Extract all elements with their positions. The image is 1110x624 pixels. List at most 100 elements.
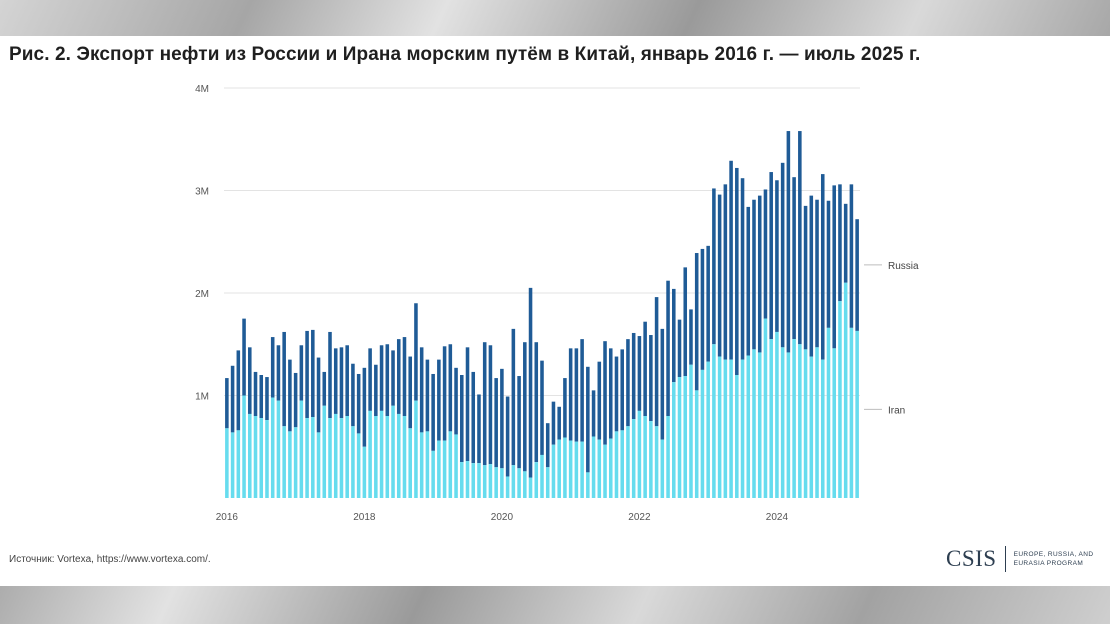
bar-iran xyxy=(666,416,670,498)
bar-iran xyxy=(276,400,281,498)
x-tick-label: 2022 xyxy=(628,512,651,523)
bar-iran xyxy=(838,301,842,498)
bar-iran xyxy=(351,426,355,498)
bar-russia xyxy=(820,174,825,360)
bar-iran xyxy=(396,413,401,498)
bar-russia xyxy=(442,346,447,441)
bar-iran xyxy=(437,440,441,498)
bar-iran xyxy=(454,434,458,498)
bar-russia xyxy=(460,375,464,463)
y-tick-label: 1M xyxy=(195,392,209,403)
bar-iran xyxy=(253,416,258,498)
bar-iran xyxy=(460,462,464,498)
bar-russia xyxy=(786,131,791,353)
bar-russia xyxy=(608,348,613,439)
bar-russia xyxy=(706,245,710,362)
bar-russia xyxy=(454,367,458,435)
bar-iran xyxy=(689,364,693,498)
bar-iran xyxy=(408,428,412,498)
bar-iran xyxy=(402,416,407,498)
bar-iran xyxy=(798,344,802,498)
bar-russia xyxy=(368,348,372,411)
bar-russia xyxy=(437,359,441,441)
bar-iran xyxy=(608,438,613,498)
bar-iran xyxy=(282,426,286,498)
y-tick-label: 3M xyxy=(195,187,209,198)
bar-russia xyxy=(505,396,510,477)
bar-iran xyxy=(242,395,246,498)
bar-iran xyxy=(809,356,814,498)
bar-russia xyxy=(826,200,831,328)
bar-russia xyxy=(534,342,539,463)
bar-iran xyxy=(626,426,630,498)
bar-iran xyxy=(769,339,773,498)
bar-russia xyxy=(408,356,412,429)
bar-iran xyxy=(815,347,819,498)
bar-russia xyxy=(356,373,361,434)
bar-iran xyxy=(265,420,269,498)
bar-iran xyxy=(763,318,768,498)
bar-russia xyxy=(717,194,722,357)
bar-russia xyxy=(746,206,751,356)
bar-russia xyxy=(586,366,590,473)
bar-russia xyxy=(511,328,516,466)
bar-iran xyxy=(270,397,275,498)
bar-russia xyxy=(712,188,716,345)
bar-russia xyxy=(620,349,624,431)
bar-russia xyxy=(677,319,682,378)
bar-iran xyxy=(568,440,573,498)
bar-iran xyxy=(356,433,361,498)
y-axis: 1M 2M 3M 4M xyxy=(195,84,209,403)
x-tick-label: 2016 xyxy=(216,512,239,523)
bar-russia xyxy=(362,367,367,447)
bar-russia xyxy=(614,356,619,432)
bar-russia xyxy=(654,297,659,427)
bar-iran xyxy=(563,437,567,498)
bar-iran xyxy=(660,439,665,498)
bar-russia xyxy=(328,331,332,419)
bar-iran xyxy=(700,369,705,498)
bar-iran xyxy=(236,430,241,498)
bar-russia xyxy=(780,162,785,348)
bar-russia xyxy=(597,361,602,440)
bar-iran xyxy=(849,327,854,498)
bar-russia xyxy=(792,177,796,340)
bar-russia xyxy=(557,406,561,440)
bar-russia xyxy=(517,376,521,469)
bar-russia xyxy=(402,337,407,416)
bar-iran xyxy=(757,352,762,498)
bar-iran xyxy=(740,359,745,498)
bar-russia xyxy=(855,219,859,331)
bar-iran xyxy=(643,416,647,498)
bar-iran xyxy=(482,465,487,498)
bar-iran xyxy=(631,419,636,498)
bar-russia xyxy=(694,253,699,391)
bar-russia xyxy=(763,189,768,319)
bar-russia xyxy=(322,371,327,406)
bar-russia xyxy=(333,348,338,414)
bar-russia xyxy=(345,345,349,416)
slide: Рис. 2. Экспорт нефти из России и Ирана … xyxy=(0,36,1110,586)
bar-russia xyxy=(471,371,476,464)
bar-russia xyxy=(494,378,498,468)
bar-russia xyxy=(276,345,281,401)
bar-iran xyxy=(374,416,378,498)
bar-russia xyxy=(723,184,728,360)
bar-russia xyxy=(769,172,773,340)
bar-russia xyxy=(849,184,854,328)
bar-iran xyxy=(511,465,516,498)
bar-iran xyxy=(379,410,384,498)
bar-iran xyxy=(299,400,304,498)
bar-russia xyxy=(374,364,378,416)
bar-iran xyxy=(391,405,395,498)
bar-iran xyxy=(775,331,779,498)
bar-russia xyxy=(465,347,470,462)
bar-russia xyxy=(305,330,309,419)
bar-russia xyxy=(230,365,235,433)
x-axis: 2016 2018 2020 2022 2024 xyxy=(216,512,789,523)
bar-iran xyxy=(723,359,728,498)
bar-iran xyxy=(311,417,315,498)
bar-iran xyxy=(534,462,539,498)
bar-russia xyxy=(288,359,292,432)
bar-russia xyxy=(798,131,802,345)
